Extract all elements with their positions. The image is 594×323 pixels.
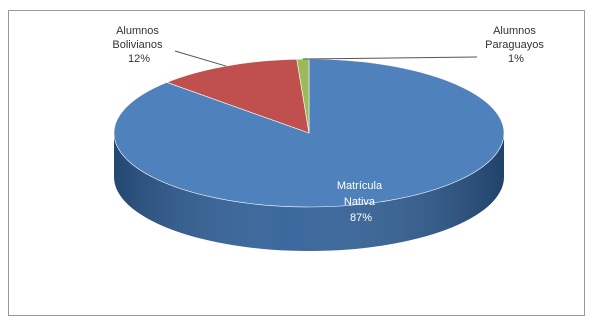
pie-slice-1 bbox=[166, 58, 310, 134]
slice-label-matricula-nativa: Matrícula Nativa 87% bbox=[337, 180, 385, 224]
slice-name-line: Alumnos bbox=[493, 25, 536, 37]
leader-line-paraguayos bbox=[302, 56, 478, 60]
slice-name-line: Bolivianos bbox=[112, 39, 163, 51]
slice-percent: 87% bbox=[350, 212, 372, 224]
pie-chart: Matrícula Nativa 87% Alumnos Bolivianos … bbox=[112, 25, 547, 251]
slice-name-line: Paraguayos bbox=[485, 39, 544, 51]
pie-side-shading bbox=[114, 133, 504, 251]
pie-tops bbox=[113, 58, 505, 208]
leader-line-bolivianos bbox=[174, 50, 227, 67]
slice-label-alumnos-bolivianos: Alumnos Bolivianos 12% bbox=[112, 25, 165, 65]
slice-percent: 1% bbox=[508, 53, 524, 65]
slice-name-line: Nativa bbox=[344, 196, 376, 208]
leader-lines bbox=[174, 50, 478, 67]
pie-sides bbox=[114, 133, 504, 251]
chart-frame: Matrícula Nativa 87% Alumnos Bolivianos … bbox=[8, 10, 585, 316]
slice-name-line: Alumnos bbox=[116, 25, 159, 37]
slice-label-alumnos-paraguayos: Alumnos Paraguayos 1% bbox=[485, 25, 547, 65]
slice-labels: Matrícula Nativa 87% Alumnos Bolivianos … bbox=[112, 25, 547, 224]
slice-percent: 12% bbox=[128, 53, 150, 65]
slice-name-line: Matrícula bbox=[337, 180, 383, 192]
